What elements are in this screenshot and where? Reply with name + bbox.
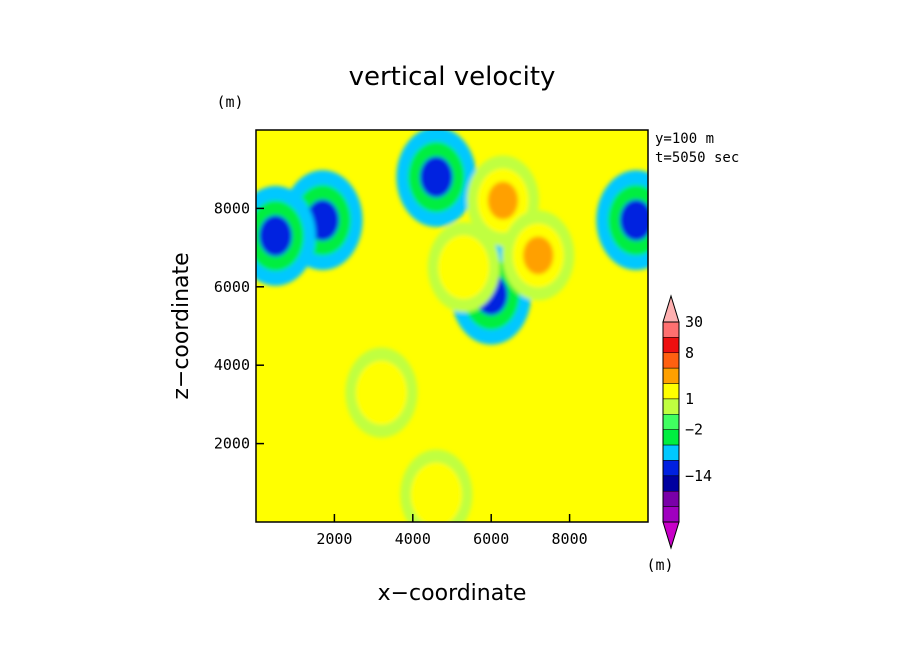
downdraft-contour: [419, 156, 453, 198]
colorbar-swatch: [662, 490, 680, 507]
colorbar-swatch: [662, 429, 680, 446]
updraft-contour: [421, 475, 452, 514]
updraft-contour: [523, 236, 554, 275]
updraft-contour: [487, 181, 519, 220]
y-tick-label: 6000: [214, 278, 250, 296]
x-axis-title: x−coordinate: [378, 581, 527, 606]
x-tick-label: 8000: [552, 530, 588, 548]
y-tick-label: 2000: [214, 435, 250, 453]
colorbar-label: 8: [685, 344, 694, 362]
colorbar: 30 8 1 −2 −14: [662, 294, 712, 550]
colorbar-swatch: [662, 398, 680, 415]
colorbar-unit-label: (m): [646, 556, 673, 574]
colorbar-label: −2: [685, 421, 703, 439]
chart-title: vertical velocity: [349, 62, 556, 92]
colorbar-swatch: [662, 383, 680, 400]
colorbar-label: −14: [685, 467, 712, 485]
downdraft-contour: [259, 215, 293, 257]
colorbar-swatch: [662, 444, 680, 461]
colorbar-label: 1: [685, 390, 694, 408]
plot-area: [256, 130, 648, 522]
velocity-field: [256, 130, 648, 522]
plot-frame: [255, 129, 649, 523]
x-axis: 2000 4000 6000 8000: [316, 514, 588, 548]
y-tick-label: 4000: [214, 356, 250, 374]
colorbar-swatch: [662, 352, 680, 369]
x-tick-label: 2000: [316, 530, 352, 548]
x-tick-label: 4000: [395, 530, 431, 548]
colorbar-swatch: [662, 506, 680, 523]
y-tick-label: 8000: [214, 199, 250, 217]
colorbar-min-extension: [662, 521, 680, 550]
colorbar-max-extension: [662, 294, 680, 323]
y-axis: 2000 4000 6000 8000: [214, 199, 264, 453]
x-tick-label: 6000: [473, 530, 509, 548]
colorbar-swatch: [662, 460, 680, 477]
downdraft-contour: [619, 199, 648, 241]
updraft-contour: [366, 373, 397, 412]
colorbar-swatch: [662, 337, 680, 354]
colorbar-swatch: [662, 321, 680, 338]
updraft-contour: [448, 248, 479, 287]
colorbar-swatch: [662, 367, 680, 384]
y-axis-title: z−coordinate: [169, 252, 194, 399]
colorbar-label: 30: [685, 313, 703, 331]
colorbar-swatch: [662, 475, 680, 492]
colorbar-frame: [662, 321, 680, 523]
y-unit-label: (m): [216, 93, 243, 111]
annotation-y-position: y=100 m: [655, 131, 714, 147]
colorbar-swatch: [662, 414, 680, 430]
annotation-time: t=5050 sec: [655, 150, 739, 166]
